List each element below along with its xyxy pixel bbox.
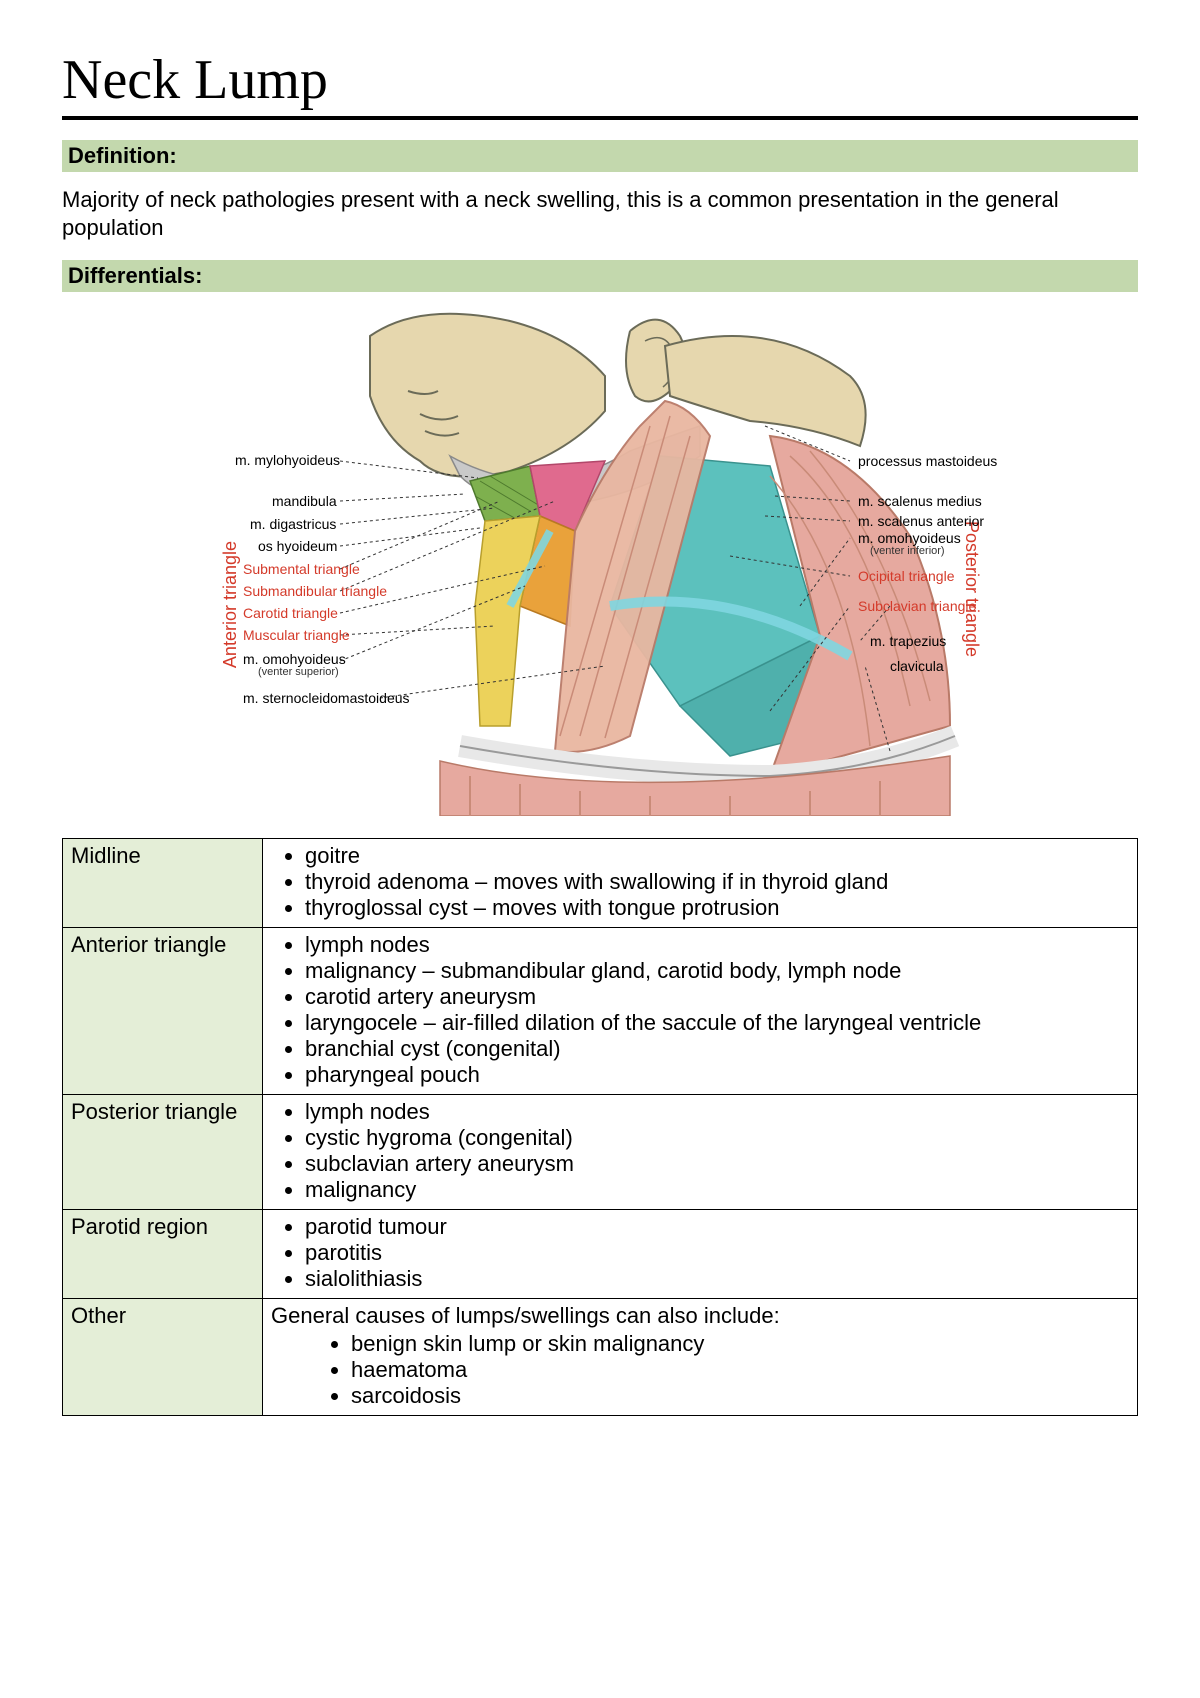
neck-anatomy-diagram: Anterior triangle Posterior triangle m. … [210,306,990,816]
label-carotid-triangle: Carotid triangle [243,606,338,621]
title-rule [62,116,1138,120]
table-row: Other General causes of lumps/swellings … [63,1299,1138,1416]
label-ocipital-triangle: Ocipital triangle [858,569,955,584]
list-item: cystic hygroma (congenital) [305,1125,1129,1151]
row-header-parotid: Parotid region [63,1210,263,1299]
list-item: subclavian artery aneurysm [305,1151,1129,1177]
row-header-posterior: Posterior triangle [63,1095,263,1210]
row-header-other: Other [63,1299,263,1416]
list-item: sialolithiasis [305,1266,1129,1292]
list-item: benign skin lump or skin malignancy [351,1331,1129,1357]
label-omohyoideus-sup-sub: (venter superior) [258,666,339,678]
label-mastoid: processus mastoideus [858,454,997,469]
table-row: Midline goitre thyroid adenoma – moves w… [63,839,1138,928]
definition-text: Majority of neck pathologies present wit… [62,186,1138,242]
list-item: pharyngeal pouch [305,1062,1129,1088]
label-scalenus-anterior: m. scalenus anterior [858,514,984,529]
table-row: Parotid region parotid tumour parotitis … [63,1210,1138,1299]
list-item: parotid tumour [305,1214,1129,1240]
row-content: parotid tumour parotitis sialolithiasis [263,1210,1138,1299]
label-digastricus: m. digastricus [250,517,336,532]
table-row: Posterior triangle lymph nodes cystic hy… [63,1095,1138,1210]
label-mandibula: mandibula [272,494,337,509]
list-item: laryngocele – air-filled dilation of the… [305,1010,1129,1036]
row-content: General causes of lumps/swellings can al… [263,1299,1138,1416]
label-scm: m. sternocleidomastoideus [243,691,410,706]
label-submandibular-triangle: Submandibular triangle [243,584,387,599]
anterior-triangle-caption: Anterior triangle [220,541,241,668]
list-item: malignancy [305,1177,1129,1203]
row-content: lymph nodes cystic hygroma (congenital) … [263,1095,1138,1210]
list-item: branchial cyst (congenital) [305,1036,1129,1062]
label-scalenus-medius: m. scalenus medius [858,494,982,509]
label-os-hyoideum: os hyoideum [258,539,337,554]
list-item: thyroid adenoma – moves with swallowing … [305,869,1129,895]
section-heading-differentials: Differentials: [62,260,1138,292]
list-item: thyroglossal cyst – moves with tongue pr… [305,895,1129,921]
list-item: carotid artery aneurysm [305,984,1129,1010]
other-lead-text: General causes of lumps/swellings can al… [271,1303,1129,1329]
label-muscular-triangle: Muscular triangle [243,628,350,643]
label-submental-triangle: Submental triangle [243,562,360,577]
row-header-anterior: Anterior triangle [63,928,263,1095]
differentials-table: Midline goitre thyroid adenoma – moves w… [62,838,1138,1416]
section-heading-definition: Definition: [62,140,1138,172]
label-omohyoideus-inf-sub: (venter inferior) [870,545,945,557]
row-content: lymph nodes malignancy – submandibular g… [263,928,1138,1095]
row-header-midline: Midline [63,839,263,928]
page-title: Neck Lump [62,48,1138,112]
label-mylohyoideus: m. mylohyoideus [230,453,340,468]
label-clavicula: clavicula [890,659,944,674]
list-item: sarcoidosis [351,1383,1129,1409]
row-content: goitre thyroid adenoma – moves with swal… [263,839,1138,928]
table-row: Anterior triangle lymph nodes malignancy… [63,928,1138,1095]
list-item: goitre [305,843,1129,869]
label-subclavian-triangle: Subclavian triangle [858,599,976,614]
list-item: parotitis [305,1240,1129,1266]
list-item: malignancy – submandibular gland, caroti… [305,958,1129,984]
label-trapezius: m. trapezius [870,634,946,649]
list-item: lymph nodes [305,1099,1129,1125]
posterior-triangle-caption: Posterior triangle [961,521,982,657]
list-item: haematoma [351,1357,1129,1383]
list-item: lymph nodes [305,932,1129,958]
